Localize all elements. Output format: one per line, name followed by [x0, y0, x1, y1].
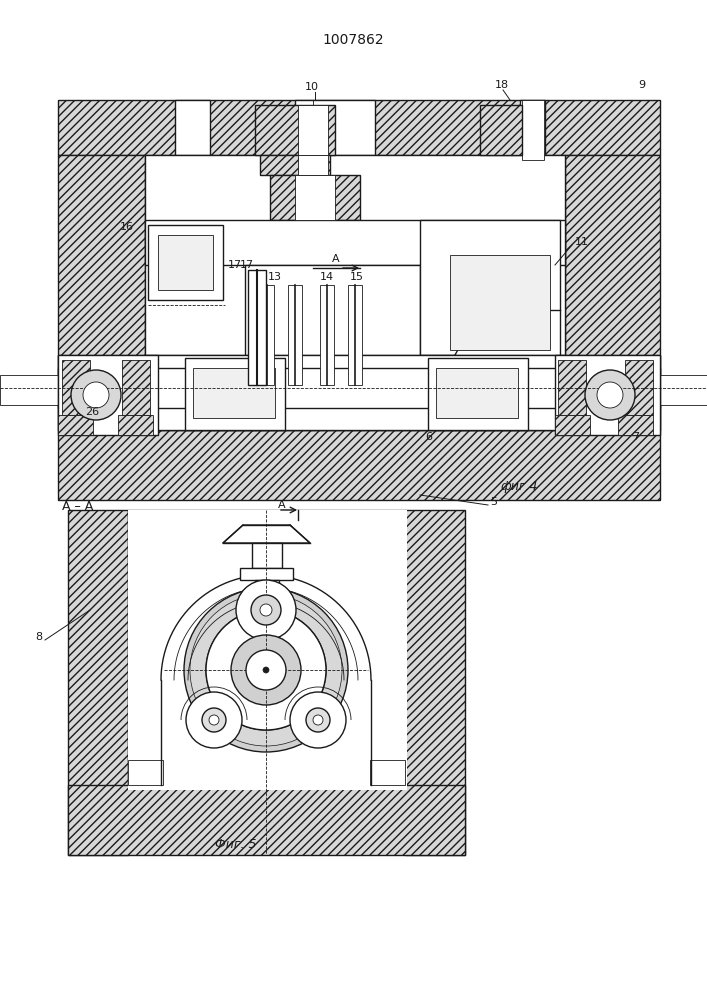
Text: 10: 10 [305, 82, 319, 92]
Bar [255, 580, 279, 680]
Circle shape [306, 708, 330, 732]
Circle shape [202, 708, 226, 732]
Bar [660, 375, 707, 405]
Bar [428, 358, 528, 430]
Text: 18: 18 [495, 80, 509, 90]
Bar [298, 155, 328, 175]
Text: 14: 14 [320, 272, 334, 282]
Bar [0, 375, 58, 405]
Text: 26: 26 [85, 407, 99, 417]
Bar [240, 568, 293, 580]
Bar [118, 415, 153, 435]
Bar [145, 355, 565, 380]
Bar [255, 105, 335, 155]
Bar [58, 415, 93, 435]
Bar [148, 225, 223, 300]
Text: 9: 9 [638, 80, 645, 90]
Text: 8: 8 [35, 632, 42, 642]
Circle shape [251, 595, 281, 625]
Bar [158, 235, 213, 290]
Text: 17: 17 [228, 260, 242, 270]
Text: 6: 6 [425, 432, 432, 442]
Circle shape [83, 382, 109, 408]
Bar [62, 360, 90, 415]
Bar [405, 510, 465, 855]
Bar [145, 155, 565, 430]
Bar [436, 368, 518, 418]
Text: 5: 5 [490, 497, 497, 507]
Bar [320, 285, 334, 385]
Bar [175, 100, 210, 155]
Bar [555, 355, 660, 435]
Bar [252, 543, 282, 568]
Bar [58, 355, 158, 435]
Circle shape [290, 692, 346, 748]
Bar [260, 285, 274, 385]
Bar [122, 360, 150, 415]
Bar [295, 100, 375, 155]
Circle shape [313, 715, 323, 725]
Bar [480, 105, 522, 155]
Text: A – A: A – A [62, 500, 93, 513]
Bar [370, 760, 405, 785]
Bar [58, 155, 145, 430]
Circle shape [585, 370, 635, 420]
Circle shape [206, 610, 326, 730]
Circle shape [206, 610, 326, 730]
Text: 16: 16 [120, 222, 134, 232]
Circle shape [246, 650, 286, 690]
Circle shape [190, 594, 342, 746]
Bar [420, 220, 560, 355]
Circle shape [260, 604, 272, 616]
Circle shape [236, 580, 296, 640]
Polygon shape [223, 525, 310, 543]
Text: Фиг. 5: Фиг. 5 [215, 838, 257, 851]
Bar [58, 355, 660, 430]
Bar [68, 785, 465, 855]
Text: фиг.4: фиг.4 [500, 480, 537, 493]
Circle shape [186, 692, 242, 748]
Circle shape [231, 635, 301, 705]
Bar [295, 175, 335, 220]
Circle shape [263, 667, 269, 673]
Text: 15: 15 [350, 272, 364, 282]
Text: 7: 7 [632, 432, 639, 442]
Circle shape [184, 588, 348, 752]
Circle shape [71, 370, 121, 420]
Bar [270, 175, 360, 220]
Bar [128, 510, 405, 785]
Bar [245, 265, 420, 355]
Bar [288, 285, 302, 385]
Bar [248, 270, 266, 385]
Bar [145, 220, 565, 265]
Bar [185, 358, 285, 430]
Bar [522, 100, 544, 160]
Bar [260, 155, 330, 175]
Circle shape [597, 382, 623, 408]
Text: 1007862: 1007862 [322, 33, 384, 47]
Bar [58, 368, 660, 408]
Bar [193, 368, 275, 418]
Bar [68, 510, 128, 855]
Bar [298, 105, 328, 155]
Bar [348, 285, 362, 385]
Bar [565, 155, 660, 430]
Bar [555, 415, 590, 435]
Bar [558, 360, 586, 415]
Bar [128, 510, 407, 790]
Text: 11: 11 [575, 237, 589, 247]
Bar [618, 415, 653, 435]
Text: 13: 13 [268, 272, 282, 282]
Text: A: A [332, 254, 339, 264]
Bar [58, 430, 660, 500]
Bar [58, 100, 660, 155]
Bar [520, 100, 545, 155]
Bar [625, 360, 653, 415]
Circle shape [209, 715, 219, 725]
Text: 17: 17 [240, 260, 254, 270]
Text: A: A [278, 500, 286, 510]
Bar [128, 760, 163, 785]
Bar [450, 255, 550, 350]
